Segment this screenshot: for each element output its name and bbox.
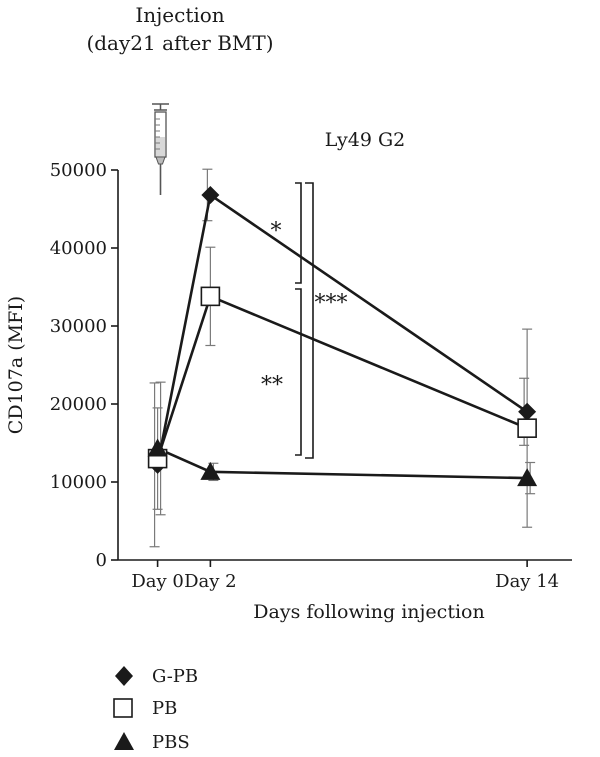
data-point-g-pb: [201, 185, 220, 204]
x-axis-label: Days following injection: [253, 601, 484, 623]
y-tick-label: 10000: [50, 472, 107, 493]
bracket-gpb-pbs: [305, 182, 314, 459]
y-axis-ticks: 0 10000 20000 30000 40000 50000: [50, 160, 118, 571]
series-markers: [147, 185, 538, 487]
injection-title: Injection: [135, 3, 224, 27]
legend-diamond-marker: [115, 666, 133, 686]
legend-item-pb: PB: [113, 698, 177, 719]
data-point-pb: [200, 286, 221, 307]
significance-label-1: *: [271, 219, 282, 244]
legend-item-gpb: G-PB: [115, 666, 198, 687]
x-tick-label: Day 0: [131, 571, 184, 592]
syringe-icon: [152, 103, 169, 195]
legend: G-PB PB PBS: [113, 666, 198, 753]
y-tick-label: 40000: [50, 238, 107, 259]
x-axis-ticks: Day 0 Day 2 Day 14: [131, 560, 559, 592]
x-tick-label: Day 14: [495, 571, 559, 592]
legend-triangle-marker: [114, 732, 134, 750]
injection-subtitle: (day21 after BMT): [86, 31, 273, 55]
x-tick-label: Day 2: [184, 571, 237, 592]
error-bars: [149, 168, 536, 548]
significance-brackets: * ** ***: [261, 182, 348, 459]
data-point-g-pb: [518, 402, 537, 421]
y-tick-label: 20000: [50, 394, 107, 415]
series-line-g-pb: [156, 192, 528, 466]
bracket-pb-pbs: [295, 288, 302, 456]
legend-item-pbs: PBS: [114, 732, 190, 753]
legend-label-gpb: G-PB: [152, 666, 198, 687]
data-point-pbs: [517, 468, 538, 487]
legend-label-pbs: PBS: [152, 732, 190, 753]
y-tick-label: 30000: [50, 316, 107, 337]
significance-label-2: **: [261, 373, 283, 398]
data-point-pbs: [200, 461, 221, 480]
y-tick-label: 50000: [50, 160, 107, 181]
chart-title: Ly49 G2: [325, 129, 406, 151]
y-axis-label: CD107a (MFI): [5, 296, 27, 434]
bracket-gpb-pb: [295, 182, 302, 284]
legend-square-marker: [113, 698, 133, 718]
significance-label-3: ***: [315, 291, 348, 316]
data-point-pb: [517, 418, 537, 438]
data-point-pbs: [147, 438, 168, 457]
y-tick-label: 0: [96, 550, 107, 571]
series-line-pb: [156, 294, 528, 460]
legend-label-pb: PB: [152, 698, 177, 719]
series-lines: [156, 192, 528, 480]
